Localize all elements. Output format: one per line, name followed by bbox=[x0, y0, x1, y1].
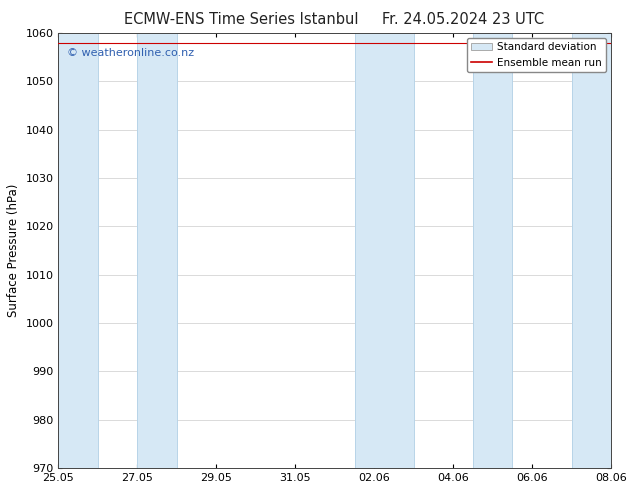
Legend: Standard deviation, Ensemble mean run: Standard deviation, Ensemble mean run bbox=[467, 38, 606, 72]
Y-axis label: Surface Pressure (hPa): Surface Pressure (hPa) bbox=[7, 184, 20, 318]
Bar bbox=[138, 33, 177, 468]
Text: Fr. 24.05.2024 23 UTC: Fr. 24.05.2024 23 UTC bbox=[382, 12, 544, 27]
Bar bbox=[473, 33, 512, 468]
Bar bbox=[354, 33, 414, 468]
Text: © weatheronline.co.nz: © weatheronline.co.nz bbox=[67, 48, 194, 58]
Bar bbox=[58, 33, 98, 468]
Bar bbox=[572, 33, 611, 468]
Text: ECMW-ENS Time Series Istanbul: ECMW-ENS Time Series Istanbul bbox=[124, 12, 358, 27]
